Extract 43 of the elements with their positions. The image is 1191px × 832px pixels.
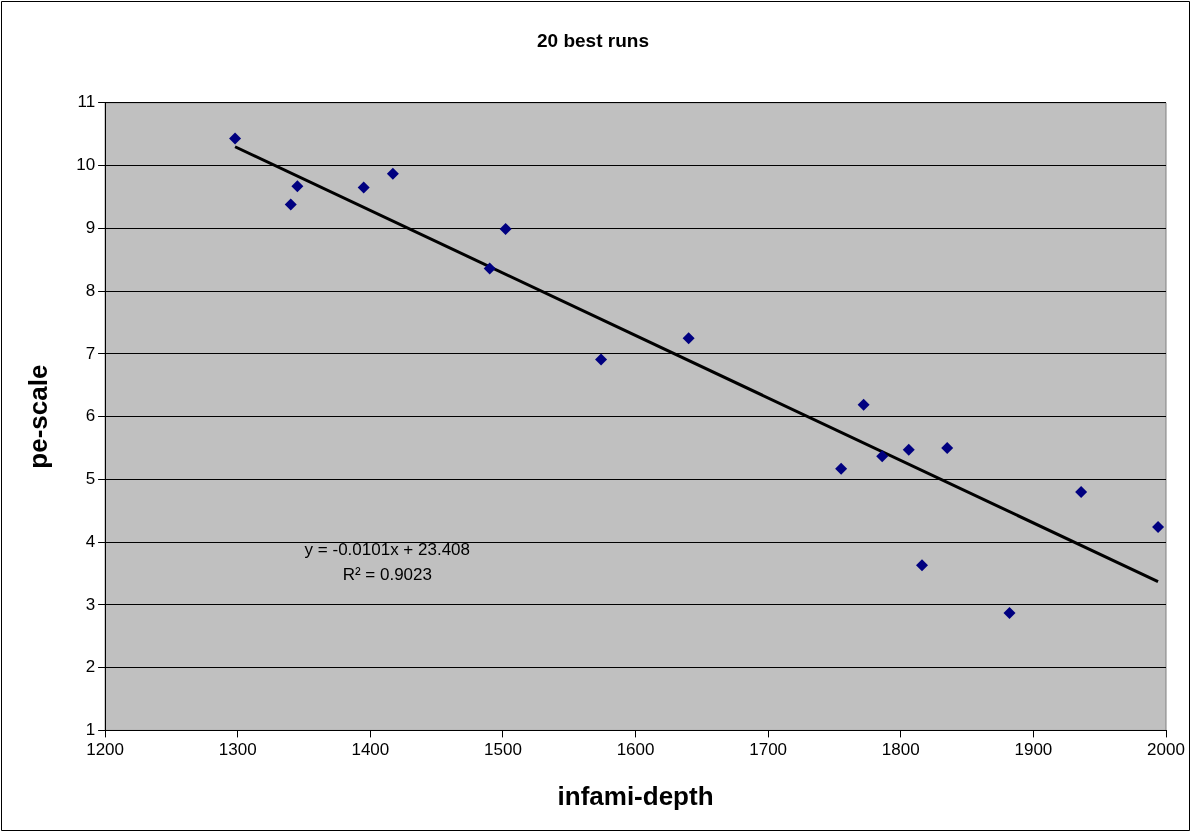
x-tick-label: 1200: [86, 740, 125, 760]
point: [941, 441, 954, 454]
x-tick-label: 2000: [1147, 740, 1185, 760]
y-tick-label: 6: [85, 406, 96, 426]
y-tick-label: 1: [85, 720, 96, 740]
point: [483, 262, 496, 275]
y-tick-label: 4: [85, 531, 96, 551]
point: [835, 462, 848, 475]
y-axis-title: pe-scale: [22, 364, 53, 469]
point: [284, 198, 297, 211]
point: [1152, 521, 1165, 534]
x-tick-label: 1800: [881, 740, 920, 760]
point: [1075, 485, 1088, 498]
x-axis-title: infami-depth: [557, 780, 714, 811]
point: [291, 180, 304, 193]
y-tick-label: 5: [85, 469, 96, 489]
y-tick-label: 3: [85, 594, 96, 614]
x-tick-label: 1700: [749, 740, 788, 760]
point: [229, 132, 242, 145]
chart-title: 20 best runs: [537, 29, 649, 51]
point: [595, 353, 608, 366]
y-tick-label: 7: [85, 343, 96, 363]
annotation: y = -0.0101x + 23.408: [304, 539, 471, 559]
point: [357, 181, 370, 194]
x-tick-label: 1500: [484, 740, 522, 760]
x-tick-label: 1400: [351, 740, 390, 760]
point: [916, 559, 928, 572]
point: [386, 167, 399, 180]
y-tick-label: 10: [76, 155, 96, 175]
x-tick-label: 1600: [616, 740, 655, 760]
y-tick-label: 11: [77, 92, 96, 112]
point: [857, 398, 870, 411]
point: [682, 332, 695, 345]
x-tick-label: 1300: [218, 740, 257, 760]
point: [876, 450, 889, 463]
x-tick-label: 1900: [1014, 740, 1053, 760]
annotation: R² = 0.9023: [342, 564, 432, 584]
point: [499, 222, 512, 235]
y-tick-label: 2: [85, 657, 96, 677]
y-tick-label: 9: [85, 218, 96, 238]
point: [902, 443, 915, 456]
y-tick-label: 8: [85, 280, 96, 300]
point: [1003, 607, 1016, 620]
